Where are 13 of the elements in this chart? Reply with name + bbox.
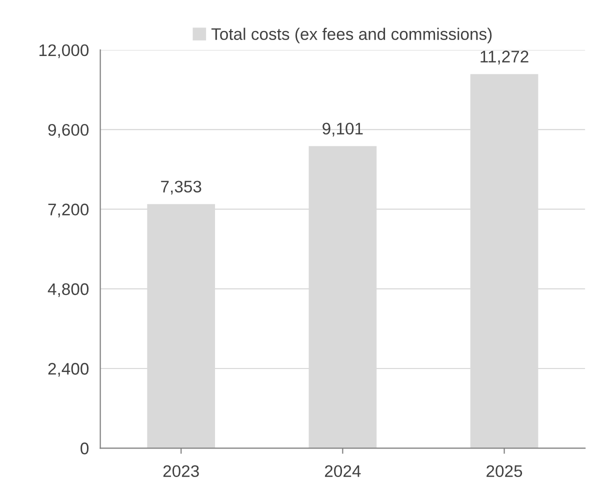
text: 9,101: [322, 122, 363, 136]
y-tick-label: 12,000: [39, 44, 89, 58]
y-tick-label: 2,400: [48, 362, 89, 377]
x-tick-label: 2024: [324, 465, 361, 478]
y-tick-label: 4,800: [48, 283, 89, 298]
y-tick-label: 0: [80, 442, 89, 454]
legend-label: Total costs (ex fees and commissions): [211, 28, 492, 44]
y-tick-label: 9,600: [48, 124, 89, 138]
x-tick-label: 2025: [486, 465, 522, 478]
y-tick-label: 7,200: [48, 204, 89, 218]
text: 11,272: [480, 50, 528, 64]
text: 7,353: [161, 180, 202, 194]
x-tick-label: 2023: [163, 465, 199, 478]
